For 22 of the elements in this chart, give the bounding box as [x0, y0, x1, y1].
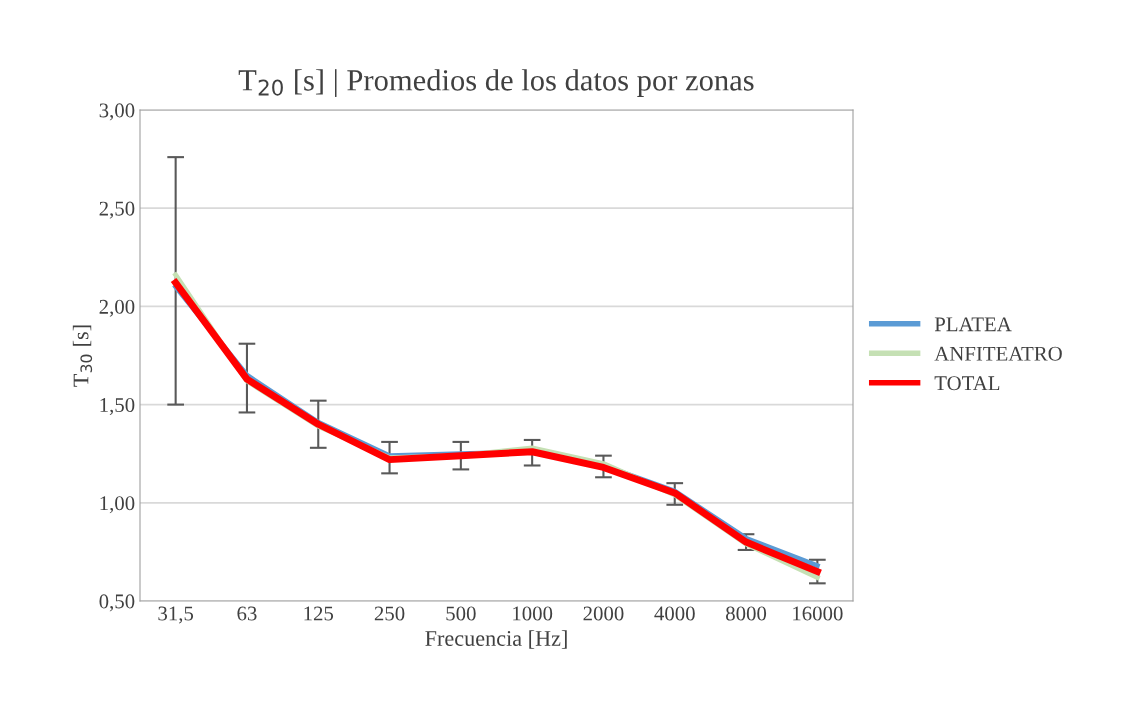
y-tick-label: 2,50: [99, 201, 135, 219]
legend-label: ANFITEATRO: [934, 346, 1062, 361]
x-axis-title: Frecuencia [Hz]: [425, 630, 567, 649]
y-tick-label: 1,50: [100, 397, 135, 416]
legend-label: PLATEA: [934, 317, 1012, 332]
x-tick-label: 250: [374, 606, 405, 621]
y-axis-title: T$_{30}$ [s]: [72, 325, 93, 387]
x-tick-label: 4000: [654, 606, 695, 621]
y-tick-label: 2,00: [99, 299, 135, 317]
x-tick-label: 1000: [513, 606, 553, 621]
x-tick-label: 125: [304, 606, 334, 621]
y-tick-label: 3,00: [99, 103, 135, 121]
x-tick-label: 16000: [793, 606, 843, 621]
x-tick-label: 31,5: [158, 606, 194, 624]
chart-title: T$_{20}$ [s] | Promedios de los datos por zonas: [238, 69, 754, 97]
x-tick-label: 63: [237, 606, 257, 621]
legend-label: TOTAL: [934, 376, 1000, 391]
y-tick-label: 0,50: [99, 594, 135, 612]
x-tick-label: 8000: [726, 606, 767, 621]
x-tick-label: 2000: [583, 606, 624, 621]
x-tick-label: 500: [446, 606, 476, 621]
y-tick-label: 1,00: [100, 496, 135, 514]
